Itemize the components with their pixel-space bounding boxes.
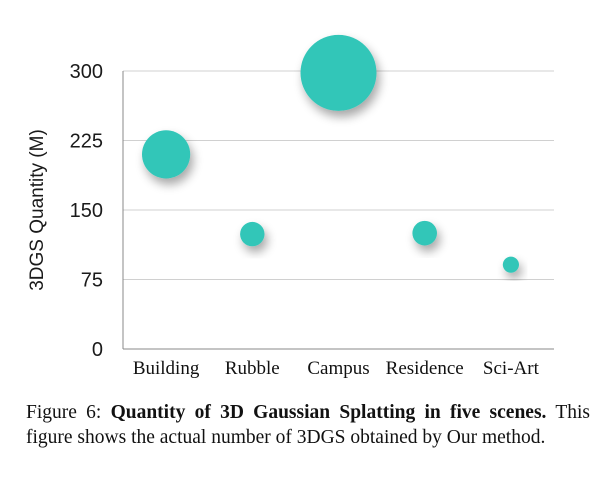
- y-tick-label: 150: [70, 200, 103, 222]
- y-tick-label: 225: [70, 131, 103, 153]
- figure-caption: Figure 6: Quantity of 3D Gaussian Splatt…: [26, 400, 590, 450]
- bubble-building: [142, 130, 191, 179]
- bubble-residence: [412, 220, 438, 246]
- bubble-sci-art: [502, 256, 519, 273]
- x-category-label: Rubble: [225, 358, 280, 379]
- caption-label: Figure 6:: [26, 402, 102, 423]
- x-category-label: Residence: [386, 358, 464, 379]
- bubbles: [142, 34, 519, 273]
- bubble-rubble: [240, 221, 265, 247]
- bubble-campus: [300, 34, 377, 111]
- x-category-label: Building: [133, 358, 200, 379]
- y-tick-label: 75: [81, 270, 103, 292]
- caption-bold-title: Quantity of 3D Gaussian Splatting in fiv…: [110, 402, 547, 423]
- x-category-labels: Building Rubble Campus Residence Sci-Art: [133, 358, 540, 379]
- x-category-label: Sci-Art: [483, 358, 540, 379]
- caption-text: This figure shows the actual number of 3…: [26, 402, 590, 448]
- y-axis-title: 3DGS Quantity (M): [27, 129, 48, 291]
- y-tick-label: 300: [70, 61, 103, 83]
- y-tick-label: 0: [92, 339, 103, 361]
- x-category-label: Campus: [307, 358, 369, 379]
- y-tick-labels: 0 75 150 225 300: [70, 61, 103, 361]
- bubble-chart: 0 75 150 225 300 Building Rubble Campus Residen…: [27, 34, 554, 379]
